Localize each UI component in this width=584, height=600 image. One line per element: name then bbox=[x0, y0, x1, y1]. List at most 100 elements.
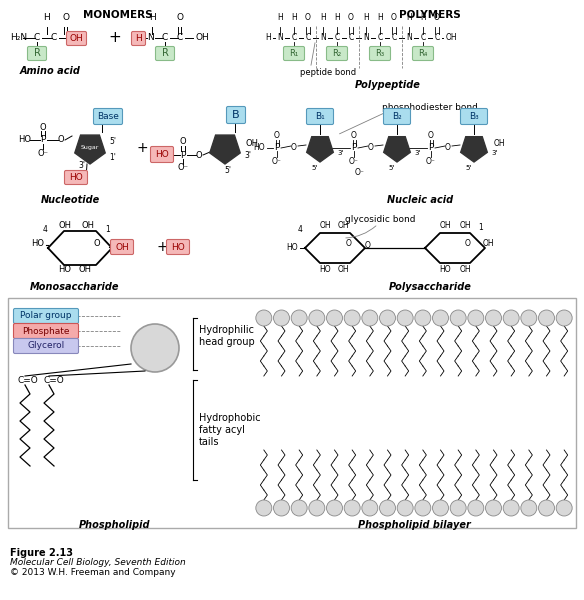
Text: C: C bbox=[291, 34, 297, 43]
Text: C: C bbox=[305, 34, 311, 43]
Text: R: R bbox=[33, 49, 40, 58]
FancyBboxPatch shape bbox=[93, 109, 123, 124]
Text: Glycerol: Glycerol bbox=[27, 341, 65, 350]
Circle shape bbox=[362, 500, 378, 516]
Circle shape bbox=[415, 310, 431, 326]
Circle shape bbox=[326, 310, 342, 326]
Text: Nucleotide: Nucleotide bbox=[40, 195, 100, 205]
Text: HO: HO bbox=[439, 265, 451, 275]
Text: P: P bbox=[352, 143, 357, 152]
Text: O: O bbox=[465, 239, 471, 248]
Text: N: N bbox=[320, 34, 326, 43]
Text: P: P bbox=[428, 143, 434, 152]
Text: C: C bbox=[177, 34, 183, 43]
Polygon shape bbox=[307, 137, 333, 162]
Circle shape bbox=[450, 500, 466, 516]
Text: H: H bbox=[291, 13, 297, 22]
Text: C: C bbox=[420, 34, 426, 43]
Text: Amino acid: Amino acid bbox=[19, 66, 81, 76]
Circle shape bbox=[131, 324, 179, 372]
Text: OH: OH bbox=[78, 265, 92, 275]
Text: Phospholipid: Phospholipid bbox=[79, 520, 151, 530]
Text: C: C bbox=[434, 34, 440, 43]
Text: OH: OH bbox=[69, 34, 84, 43]
Circle shape bbox=[538, 500, 554, 516]
Text: O: O bbox=[196, 151, 202, 160]
FancyBboxPatch shape bbox=[283, 46, 304, 61]
Text: O⁻: O⁻ bbox=[349, 157, 359, 166]
FancyBboxPatch shape bbox=[13, 323, 78, 338]
Circle shape bbox=[380, 310, 395, 326]
Text: 3': 3' bbox=[244, 151, 251, 160]
Text: Hydrophilic
head group: Hydrophilic head group bbox=[199, 325, 255, 347]
Text: +: + bbox=[136, 141, 148, 155]
Text: C=O: C=O bbox=[18, 376, 39, 385]
Text: O: O bbox=[434, 13, 440, 22]
Text: O: O bbox=[445, 142, 451, 151]
Text: 3': 3' bbox=[414, 150, 420, 156]
Text: Nucleic acid: Nucleic acid bbox=[387, 195, 453, 205]
Circle shape bbox=[397, 310, 413, 326]
Text: HO: HO bbox=[171, 242, 185, 251]
Circle shape bbox=[326, 500, 342, 516]
FancyBboxPatch shape bbox=[384, 109, 411, 124]
Text: O: O bbox=[346, 239, 352, 248]
Text: 1: 1 bbox=[106, 226, 110, 235]
Circle shape bbox=[291, 500, 307, 516]
Polygon shape bbox=[461, 137, 487, 162]
Text: HO: HO bbox=[18, 136, 31, 145]
Text: © 2013 W.H. Freeman and Company: © 2013 W.H. Freeman and Company bbox=[10, 568, 176, 577]
Circle shape bbox=[503, 500, 519, 516]
Circle shape bbox=[291, 310, 307, 326]
Text: B₃: B₃ bbox=[469, 112, 479, 121]
Text: N: N bbox=[363, 34, 369, 43]
FancyBboxPatch shape bbox=[67, 31, 86, 46]
Text: H: H bbox=[420, 13, 426, 22]
Text: 5': 5' bbox=[389, 165, 395, 171]
Text: Base: Base bbox=[97, 112, 119, 121]
Text: H₂N: H₂N bbox=[10, 34, 27, 43]
Text: H: H bbox=[363, 13, 369, 22]
Text: O: O bbox=[368, 142, 374, 151]
Text: OH: OH bbox=[58, 220, 71, 229]
Text: OH: OH bbox=[483, 238, 495, 247]
Circle shape bbox=[256, 310, 272, 326]
Circle shape bbox=[485, 310, 502, 326]
Text: Polypeptide: Polypeptide bbox=[355, 80, 421, 90]
Text: H: H bbox=[277, 13, 283, 22]
Circle shape bbox=[273, 310, 290, 326]
Text: +: + bbox=[109, 29, 121, 44]
Text: P: P bbox=[274, 143, 280, 152]
Text: 4: 4 bbox=[43, 226, 47, 235]
Bar bbox=[8, 298, 576, 528]
Text: N: N bbox=[277, 34, 283, 43]
Text: O: O bbox=[62, 13, 69, 22]
Text: peptide bond: peptide bond bbox=[301, 68, 357, 77]
Circle shape bbox=[309, 310, 325, 326]
Text: H: H bbox=[135, 34, 142, 43]
Text: H: H bbox=[265, 34, 271, 43]
Text: O⁻: O⁻ bbox=[355, 168, 365, 177]
Circle shape bbox=[521, 500, 537, 516]
Circle shape bbox=[273, 500, 290, 516]
Text: O: O bbox=[348, 13, 354, 22]
Circle shape bbox=[468, 500, 484, 516]
Text: glycosidic bond: glycosidic bond bbox=[345, 215, 415, 224]
Text: MONOMERS: MONOMERS bbox=[83, 10, 153, 20]
Text: C=O: C=O bbox=[43, 376, 64, 385]
Text: 3': 3' bbox=[78, 161, 85, 170]
Text: OH: OH bbox=[459, 221, 471, 230]
Text: O: O bbox=[391, 13, 397, 22]
Text: P: P bbox=[180, 151, 186, 160]
Text: O: O bbox=[274, 131, 280, 140]
Text: HO: HO bbox=[286, 244, 298, 253]
Circle shape bbox=[362, 310, 378, 326]
Text: Molecular Cell Biology, Seventh Edition: Molecular Cell Biology, Seventh Edition bbox=[10, 558, 186, 567]
Text: 5': 5' bbox=[466, 165, 472, 171]
FancyBboxPatch shape bbox=[13, 338, 78, 353]
Text: O: O bbox=[58, 136, 64, 145]
Circle shape bbox=[433, 500, 449, 516]
Text: HO: HO bbox=[319, 265, 331, 275]
Text: 4: 4 bbox=[298, 226, 303, 235]
Text: O: O bbox=[176, 13, 183, 22]
